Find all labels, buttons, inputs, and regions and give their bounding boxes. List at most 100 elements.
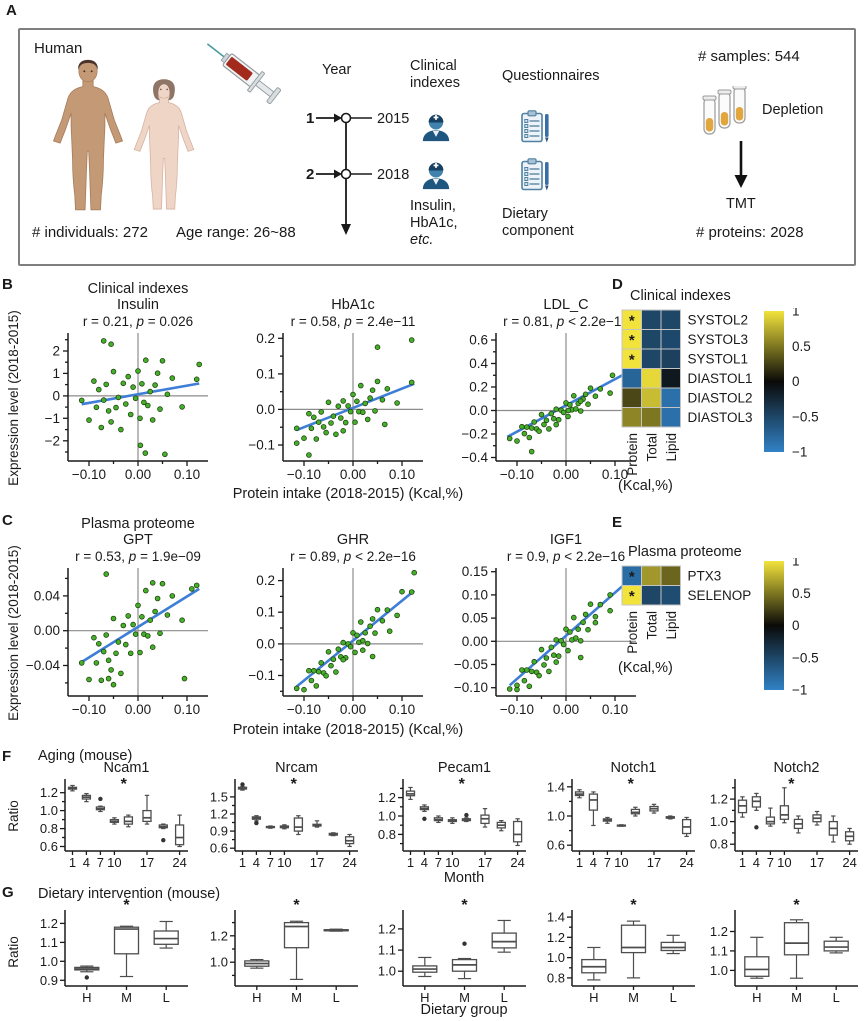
questionnaires-header: Questionnaires (502, 68, 600, 84)
svg-text:0.2: 0.2 (469, 380, 488, 395)
boxplot-diet-2: H M L 1.2 1.0 * (200, 898, 368, 1010)
svg-text:DIASTOL3: DIASTOL3 (688, 410, 753, 425)
syringe-icon (196, 28, 296, 120)
svg-text:1.2: 1.2 (378, 790, 396, 805)
svg-text:0.10: 0.10 (174, 467, 200, 482)
box-plot: H M L 1.2 1.0 * (200, 898, 368, 1010)
clinician-icon (420, 112, 452, 142)
scatter-igf1: IGF1 r = 0.9, p < 2.2e−16 −0.10 0.00 0.10 0… (446, 532, 666, 720)
svg-text:0.00: 0.00 (553, 467, 579, 482)
svg-text:H: H (420, 990, 429, 1005)
svg-text:2018: 2018 (377, 167, 409, 183)
plot-stats: r = 0.81, p < 2.2e−16 (503, 314, 629, 329)
clinical-heatmap: * * * SYSTOL2 SYSTOL3 SYSTOL1 DIASTOL1 DIASTOL2… (620, 306, 790, 489)
svg-text:7: 7 (435, 855, 442, 870)
scatter-ldlc: LDL_C r = 0.81, p < 2.2e−16 −0.10 0.00 0.1… (446, 297, 666, 485)
svg-text:−0.10: −0.10 (454, 680, 488, 695)
box-plot: 1 4 7 10 17 24 1.2 1.0 0.8 0.6 * (30, 777, 198, 873)
svg-text:2: 2 (306, 166, 314, 183)
svg-text:1.0: 1.0 (547, 809, 565, 824)
panel-c-group-title: Plasma proteome (81, 516, 195, 532)
svg-text:1.1: 1.1 (710, 943, 728, 958)
scatter-plot: −0.10 0.00 0.10 0.04 0.00 −0.04 (18, 565, 238, 720)
svg-text:0.10: 0.10 (602, 702, 628, 717)
boxplot-diet-5: H M L 1.2 1.1 1.0 * (700, 898, 865, 1010)
box-plot: H M L 1.2 1.1 1.0 * (368, 898, 536, 1010)
box-plot: H M L 1.2 1.1 1.0 * (700, 898, 865, 1010)
svg-text:*: * (291, 777, 298, 793)
svg-text:Protein: Protein (625, 433, 640, 476)
svg-text:1.2: 1.2 (378, 921, 396, 936)
questionnaire-clipboard-icon (520, 110, 550, 144)
svg-text:0.10: 0.10 (602, 467, 628, 482)
svg-text:7: 7 (97, 855, 104, 870)
proteome-heatmap: * * PTX3 SELENOP Protein Total Lipid (620, 562, 790, 667)
box-plot: 1 4 7 10 17 24 1.5 1.2 0.9 0.6 * (200, 777, 368, 873)
svg-text:L: L (163, 990, 170, 1005)
svg-text:*: * (793, 898, 800, 914)
svg-text:−0.5: −0.5 (792, 409, 819, 424)
svg-text:−1: −1 (792, 683, 807, 698)
svg-text:SELENOP: SELENOP (688, 588, 752, 603)
human-label: Human (34, 40, 83, 57)
svg-text:H: H (252, 990, 261, 1005)
boxplot-nrcam: Nrcam 1 4 7 10 17 24 1.5 1.2 0.9 0.6 * (200, 760, 368, 873)
plot-title: GPT (123, 532, 153, 548)
plot-stats: r = 0.9, p < 2.2e−16 (506, 549, 626, 564)
panel-b-label: B (2, 276, 13, 293)
svg-text:0.6: 0.6 (469, 333, 488, 348)
svg-text:−1: −1 (45, 411, 60, 426)
panel-d-unit: (Kcal,%) (618, 478, 673, 494)
svg-text:1: 1 (407, 855, 414, 870)
plot-title: GHR (336, 532, 370, 548)
svg-text:24: 24 (510, 855, 524, 870)
svg-text:−0.4: −0.4 (461, 450, 488, 465)
plot-title: Nrcam (275, 760, 318, 776)
svg-text:−0.2: −0.2 (461, 427, 488, 442)
svg-text:0.9: 0.9 (40, 973, 58, 988)
scatter-plot: −0.10 0.00 0.10 2 1 0 −1 −2 (18, 330, 238, 485)
scatter-ghr: GHR r = 0.89, p < 2.2e−16 −0.10 0.00 0.10 0… (233, 532, 453, 720)
svg-text:1.0: 1.0 (710, 963, 728, 978)
svg-text:Total: Total (644, 611, 659, 640)
panel-f-label: F (2, 748, 12, 765)
svg-text:1: 1 (576, 855, 583, 870)
svg-text:17: 17 (310, 855, 324, 870)
svg-text:0.5: 0.5 (792, 586, 811, 601)
down-arrow-icon (732, 140, 750, 190)
samples-count: # samples: 544 (698, 48, 800, 65)
svg-text:1.0: 1.0 (40, 803, 58, 818)
svg-text:*: * (788, 777, 795, 793)
svg-text:*: * (630, 898, 637, 914)
svg-text:1.0: 1.0 (710, 814, 728, 829)
svg-text:DIASTOL1: DIASTOL1 (688, 371, 753, 386)
svg-text:1: 1 (69, 855, 76, 870)
svg-text:L: L (501, 990, 508, 1005)
colorbar: 1 0.5 0 −0.5 −1 (762, 558, 826, 698)
svg-text:SYSTOL3: SYSTOL3 (688, 332, 749, 347)
plot-stats: r = 0.21, p = 0.026 (82, 314, 194, 329)
panel-f-xlabel: Month (443, 870, 485, 886)
svg-text:1.0: 1.0 (547, 950, 565, 965)
boxplot-diet-4: H M L 1.4 1.2 1.0 0.8 * (537, 898, 705, 1010)
svg-text:24: 24 (842, 855, 856, 870)
plot-title: IGF1 (549, 532, 583, 548)
svg-text:−0.05: −0.05 (454, 657, 488, 672)
svg-text:1.2: 1.2 (210, 807, 228, 822)
svg-text:1: 1 (239, 855, 246, 870)
svg-text:H: H (752, 990, 761, 1005)
svg-text:Total: Total (644, 433, 659, 462)
svg-text:1: 1 (792, 308, 800, 319)
colorbar: 1 0.5 0 −0.5 −1 (762, 308, 826, 460)
svg-text:1.0: 1.0 (40, 954, 58, 969)
svg-text:−1: −1 (792, 445, 807, 460)
svg-text:−0.1: −0.1 (248, 438, 275, 453)
panel-e-title: Plasma proteome (628, 544, 742, 560)
svg-text:*: * (123, 898, 130, 914)
svg-text:PTX3: PTX3 (688, 568, 722, 583)
svg-text:1.0: 1.0 (210, 955, 228, 970)
panel-f-title: Aging (mouse) (38, 748, 133, 764)
svg-text:7: 7 (267, 855, 274, 870)
svg-text:Lipid: Lipid (664, 433, 679, 462)
box-plot: H M L 1.4 1.2 1.0 0.8 * (537, 898, 705, 1010)
